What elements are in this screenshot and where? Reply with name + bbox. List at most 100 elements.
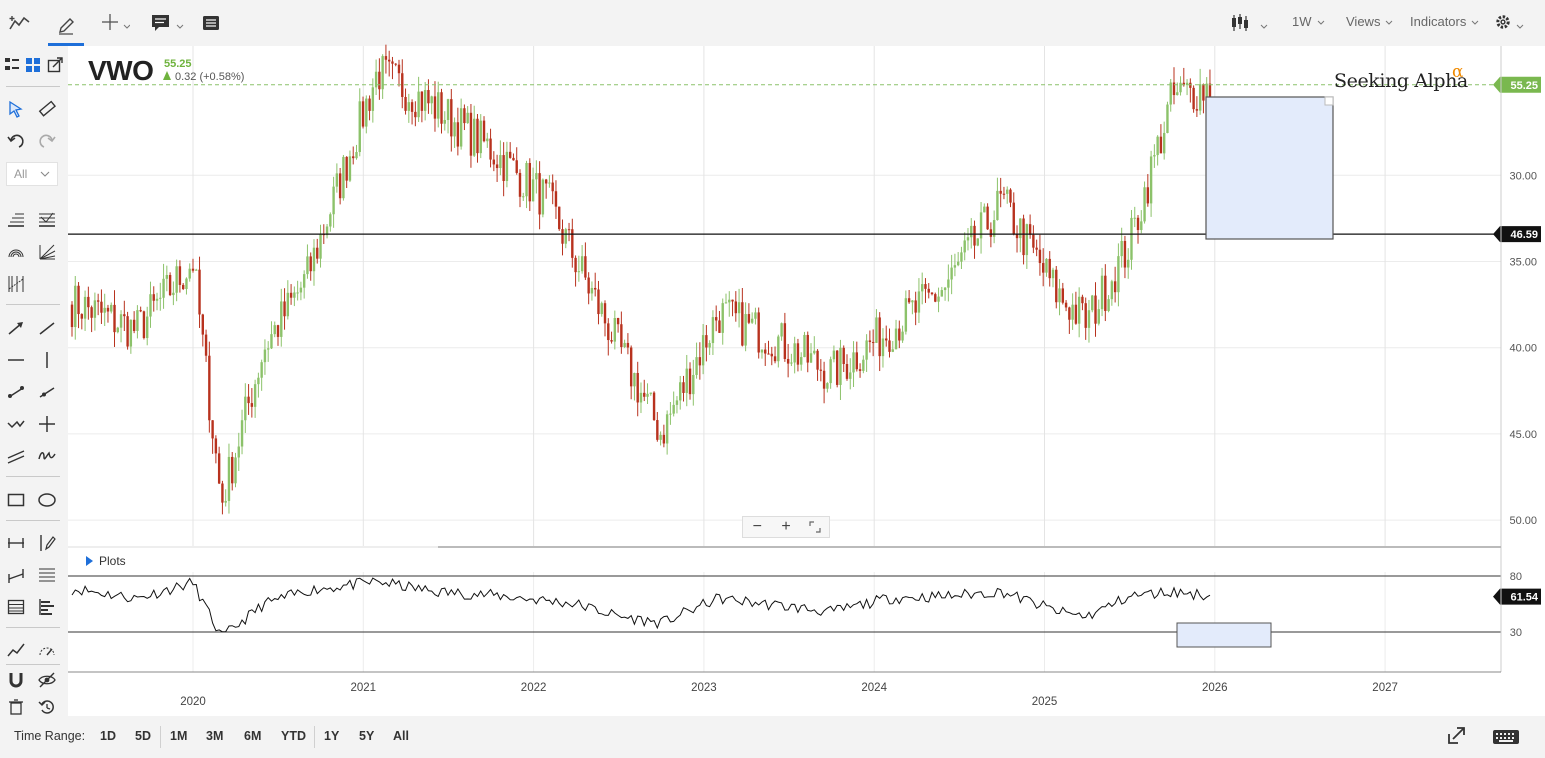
fib-retracement-icon[interactable] [5,209,27,231]
range-ytd-button[interactable]: YTD [281,729,306,743]
range-1m-button[interactable]: 1M [170,729,188,743]
freehand-icon[interactable] [36,445,58,467]
candle-body [986,206,989,230]
crosshair-icon[interactable] [97,8,133,38]
hide-drawings-icon[interactable] [36,669,58,691]
price-range-icon[interactable] [5,532,27,554]
range-all-button[interactable]: All [393,729,409,743]
candle-body [126,316,129,347]
ellipse-icon[interactable] [36,489,58,511]
candle-body [924,284,927,289]
range-3m-button[interactable]: 3M [206,729,224,743]
drawing-tools-icon[interactable] [48,8,84,46]
horizontal-line-icon[interactable] [5,349,27,371]
arrow-line-icon[interactable] [5,317,27,339]
candle-body [459,108,463,147]
range-1y-button[interactable]: 1Y [324,729,340,743]
candle-body [175,266,178,293]
keyboard-icon[interactable] [1492,728,1520,751]
candle-body [410,102,414,112]
interval-dropdown[interactable]: 1W [1292,14,1327,29]
annotation-icon[interactable] [148,8,188,38]
rectangle-icon[interactable] [5,489,27,511]
grid-view-icon[interactable] [22,54,44,76]
vertical-line-icon[interactable] [36,349,58,371]
year-tick-label: 2025 [1032,696,1058,708]
candle-type-icon[interactable] [1228,8,1272,38]
range-1d-button[interactable]: 1D [100,729,116,743]
candle-body [433,96,437,119]
trash-icon[interactable] [5,696,27,718]
candle-body [643,392,646,397]
indicators-dropdown[interactable]: Indicators [1410,14,1481,29]
chart-style-icon[interactable] [6,8,34,38]
volume-profile-icon[interactable] [36,596,58,618]
parallel-channel-icon[interactable] [5,445,27,467]
crosshair-tool-icon[interactable] [36,413,58,435]
plots-toggle[interactable]: Plots [86,554,126,568]
forecast-table-icon[interactable] [5,596,27,618]
candle-body [927,288,930,293]
gann-box-icon[interactable] [36,564,58,586]
gauge-icon[interactable] [36,639,58,661]
data-table-icon[interactable] [199,8,223,38]
fullscreen-icon[interactable] [1447,726,1467,751]
views-dropdown[interactable]: Views [1346,14,1395,29]
candle-body [564,229,567,244]
date-range-icon[interactable] [5,564,27,586]
measure-pencil-icon[interactable] [36,532,58,554]
reset-zoom-button[interactable] [800,517,829,537]
candle-body [679,382,682,401]
polyline-icon[interactable] [5,413,27,435]
candle-body [116,327,119,333]
rectangle-handle [1324,96,1334,106]
fib-extension-icon[interactable] [36,209,58,231]
candle-body [473,118,476,156]
tool-filter-dropdown[interactable]: All [6,162,58,186]
candle-body [597,289,600,315]
fib-arc-icon[interactable] [5,241,27,263]
fib-fan-icon[interactable] [36,241,58,263]
zoom-out-button[interactable]: − [752,518,762,535]
candle-body [1192,87,1195,110]
candle-body [1195,109,1199,111]
range-5d-button[interactable]: 5D [135,729,151,743]
candle-body [247,396,250,404]
list-view-icon[interactable] [1,54,23,76]
candle-body [361,101,365,127]
candle-body [898,328,901,341]
zoom-in-button[interactable]: + [781,518,791,535]
candle-body [790,362,793,364]
reset-icon[interactable] [36,696,58,718]
undo-icon[interactable] [5,130,27,152]
seeking-alpha-logo: Seeking Alpha [1334,70,1468,92]
magnet-icon[interactable] [5,669,27,691]
trend-line-icon[interactable] [36,317,58,339]
candle-body [695,357,698,375]
candle-body [728,299,731,303]
fib-time-zone-icon[interactable] [5,273,27,295]
redo-icon[interactable] [36,130,58,152]
candle-body [881,338,885,357]
chart-line-icon[interactable] [5,639,27,661]
pointer-icon[interactable] [5,98,27,120]
candle-body [489,138,492,160]
settings-gear-icon[interactable] [1492,8,1528,38]
top-toolbar: 1W Views Indicators [0,0,1545,46]
candle-body [185,278,188,290]
candle-body [113,304,116,333]
range-5y-button[interactable]: 5Y [359,729,375,743]
candle-body [741,302,744,346]
candle-body [1179,82,1182,93]
indicator-tick-label: 30 [1510,627,1522,639]
candle-body [1202,84,1205,101]
ray-icon[interactable] [5,381,27,403]
candle-body [312,247,316,272]
candle-body [505,151,509,182]
ruler-icon[interactable] [36,98,58,120]
range-6m-button[interactable]: 6M [244,729,262,743]
extended-line-icon[interactable] [36,381,58,403]
pop-out-icon[interactable] [44,54,66,76]
candle-body [826,383,829,389]
